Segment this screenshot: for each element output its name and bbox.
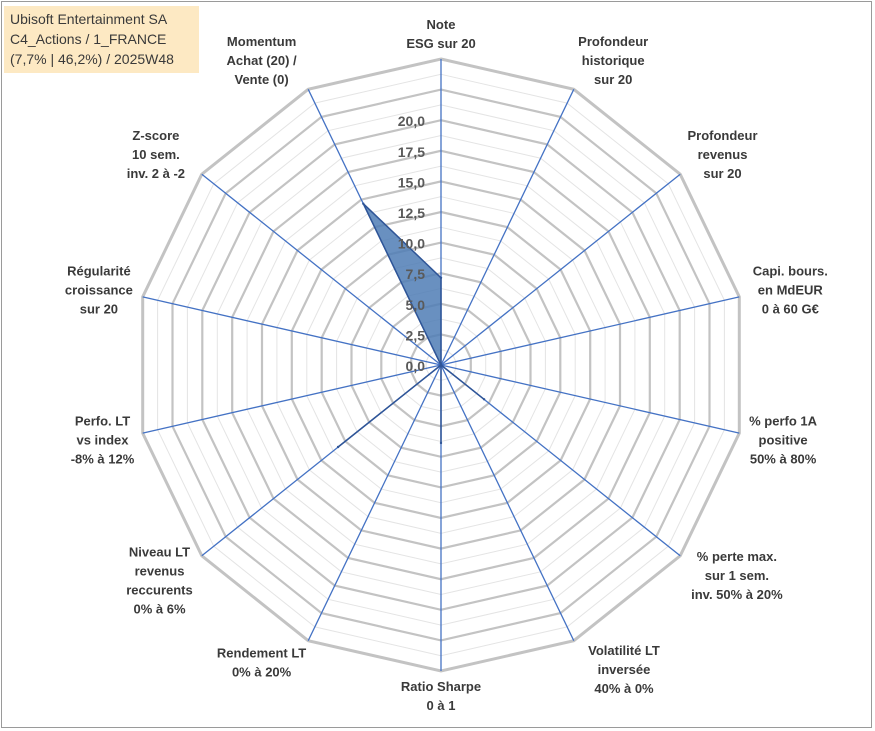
axis-spoke	[440, 296, 740, 366]
data-point	[336, 445, 340, 449]
axis-label: Profondeur revenus sur 20	[687, 128, 757, 181]
tick-label: 12,5	[398, 205, 425, 221]
data-point	[362, 202, 365, 205]
series-area	[337, 203, 485, 448]
title-line-3: (7,7% | 46,2%) / 2025W48	[10, 51, 174, 67]
tick-label: 0,0	[406, 358, 426, 374]
axis-label: % perfo 1A positive 50% à 80%	[749, 414, 818, 467]
series	[336, 202, 486, 449]
title-line-2: C4_Actions / 1_FRANCE	[10, 31, 167, 47]
tick-label: 17,5	[398, 144, 425, 160]
axis-label: % perte max. sur 1 sem. inv. 50% à 20%	[691, 549, 783, 602]
tick-label: 7,5	[406, 266, 426, 282]
axis-label: Volatilité LT inversée 40% à 0%	[588, 643, 660, 696]
axis-label: Perfo. LT vs index -8% à 12%	[71, 414, 135, 467]
axis-spoke	[201, 173, 442, 366]
axis-spoke	[440, 364, 740, 434]
axis-label: Niveau LT revenus reccurents 0% à 6%	[126, 545, 192, 617]
axis-label: Z-score 10 sem. inv. 2 à -2	[127, 128, 185, 181]
axis-spoke	[142, 296, 442, 366]
data-point	[439, 441, 443, 445]
axis-spoke	[440, 173, 681, 366]
axis-label: Profondeur historique sur 20	[578, 34, 648, 87]
tick-label: 10,0	[398, 236, 425, 252]
data-point	[439, 276, 443, 279]
axis-spoke	[307, 364, 442, 641]
title-line-1: Ubisoft Entertainment SA	[10, 11, 168, 27]
axis-label: Ratio Sharpe 0 à 1	[401, 679, 481, 713]
tick-label: 5,0	[406, 297, 426, 313]
axis-spoke	[440, 89, 575, 366]
axis-spoke	[142, 364, 442, 434]
data-point	[439, 363, 443, 367]
axis-label: Rendement LT 0% à 20%	[217, 645, 306, 679]
tick-label: 2,5	[406, 327, 426, 343]
title-box: Ubisoft Entertainment SA C4_Actions / 1_…	[4, 6, 199, 73]
tick-label: 15,0	[398, 174, 425, 190]
axis-label: Capi. bours. en MdEUR 0 à 60 G€	[753, 263, 828, 316]
axis-label: Momentum Achat (20) / Vente (0)	[227, 34, 297, 87]
axis-spoke	[440, 364, 575, 641]
axis-label: Régularité croissance sur 20	[65, 263, 133, 316]
axis-labels: Note ESG sur 20 Profondeur historique sur 20…	[65, 17, 828, 713]
tick-labels: 0,0 2,5 5,0 7,5 10,0 12,5 15,0 17,5 20,0	[398, 113, 425, 374]
tick-label: 20,0	[398, 113, 425, 129]
data-point	[482, 398, 486, 401]
axis-label: Note ESG sur 20	[406, 17, 475, 51]
